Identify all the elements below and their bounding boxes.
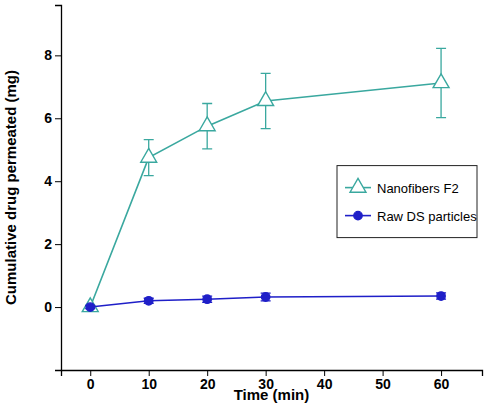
point (437, 292, 445, 300)
legend: Nanofibers F2 Raw DS particles (337, 166, 477, 238)
y-tick-label: 0 (44, 299, 52, 315)
point (86, 303, 94, 311)
y-tick-mark (55, 307, 61, 308)
x-tick: 10 (141, 370, 157, 392)
y-tick-mark (55, 55, 61, 56)
y-axis-line (55, 6, 62, 371)
y-tick-mark (55, 118, 61, 119)
y-tick-label: 6 (44, 110, 52, 126)
point (82, 298, 98, 312)
y-tick-label: 8 (44, 47, 52, 63)
x-tick-label: 40 (317, 376, 333, 392)
y-tick-mark (55, 181, 61, 182)
point (261, 293, 269, 301)
x-tick-label: 20 (200, 376, 216, 392)
x-tick-label: 60 (434, 376, 450, 392)
x-tick: 40 (317, 370, 333, 392)
y-tick: 4 (44, 173, 61, 189)
chart: 010203040506002468Time (min)Cumulative d… (0, 0, 500, 405)
point (433, 74, 449, 88)
plot: 010203040506002468 (44, 6, 482, 392)
legend-marker (354, 211, 362, 219)
x-tick: 0 (87, 370, 95, 392)
x-tick-label: 10 (141, 376, 157, 392)
legend-label: Nanofibers F2 (377, 181, 459, 196)
point (203, 295, 211, 303)
x-tick-label: 0 (87, 376, 95, 392)
legend-label: Raw DS particles (377, 209, 477, 224)
y-tick: 0 (44, 299, 61, 315)
point (141, 148, 157, 162)
y-tick: 8 (44, 47, 61, 63)
legend-marker (350, 178, 366, 192)
y-tick-label: 4 (44, 173, 52, 189)
x-axis-title: Time (min) (234, 386, 310, 403)
y-tick: 6 (44, 110, 61, 126)
x-tick: 60 (434, 370, 450, 392)
y-tick: 2 (44, 236, 61, 252)
error-bar (261, 293, 271, 301)
y-axis-title: Cumulative drug permeated (mg) (2, 70, 19, 305)
y-tick-mark (55, 244, 61, 245)
point (145, 297, 153, 305)
legend-box (337, 166, 477, 238)
y-axis: 0 2 4 6 8 (44, 6, 61, 371)
x-tick-label: 50 (375, 376, 391, 392)
x-tick: 50 (375, 370, 391, 392)
y-tick-label: 2 (44, 236, 52, 252)
point (258, 92, 274, 106)
x-tick: 20 (200, 370, 216, 392)
point (199, 117, 215, 131)
